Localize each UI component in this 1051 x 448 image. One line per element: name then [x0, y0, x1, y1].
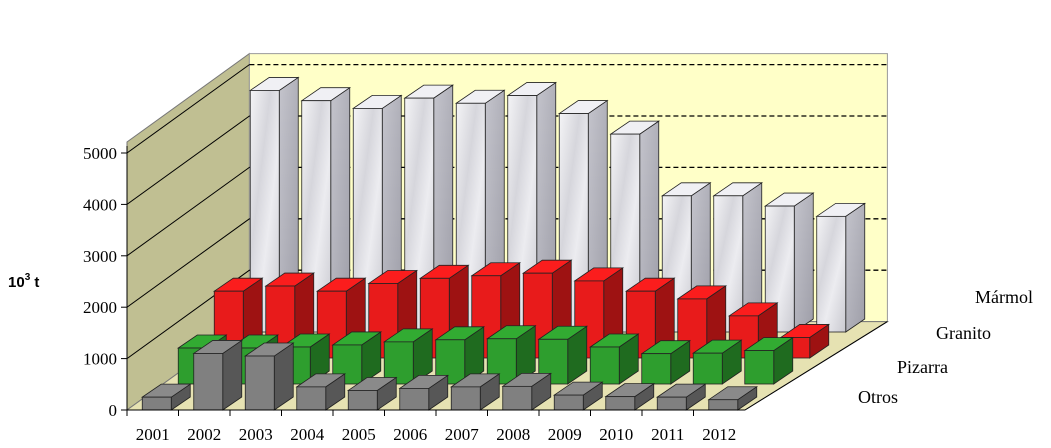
- bar: [537, 325, 589, 385]
- gridline-side: [126, 218, 250, 308]
- x-tick-label: 2003: [239, 425, 273, 444]
- bar: [398, 374, 450, 411]
- bar: [691, 339, 743, 385]
- bar: [382, 328, 434, 385]
- y-tick-label: 3000: [83, 247, 117, 266]
- gridline-side: [126, 115, 250, 205]
- bar-front: [589, 346, 620, 385]
- gridline-side: [126, 64, 250, 154]
- bar: [743, 336, 795, 385]
- x-tick-label: 2008: [496, 425, 530, 444]
- y-tick-label: 5000: [83, 144, 117, 163]
- bar-front: [708, 399, 739, 411]
- bar-front: [744, 350, 775, 385]
- x-axis: 2001 2002 2003 2004 2005 2006 2007 2008 2009 2010…: [126, 409, 745, 444]
- y-tick-label: 4000: [83, 195, 117, 214]
- x-tick-label: 2004: [290, 425, 325, 444]
- bar: [501, 372, 553, 411]
- bar: [552, 381, 604, 411]
- series-label: Otros: [858, 387, 898, 407]
- depth-axis-line: [744, 321, 888, 411]
- bar: [449, 373, 501, 411]
- bar: [588, 333, 640, 385]
- y-axis-title: 103 t: [8, 272, 39, 291]
- bar: [707, 385, 759, 411]
- bar-front: [605, 396, 636, 411]
- gridline-side: [126, 166, 250, 257]
- bar-front: [193, 353, 224, 411]
- bar-side: [845, 202, 866, 333]
- bar-front: [141, 396, 172, 411]
- bar-front: [816, 215, 847, 333]
- series-label: Granito: [936, 323, 991, 343]
- bar: [295, 373, 347, 411]
- bar-front: [502, 385, 533, 411]
- bar: [655, 383, 707, 411]
- bar-front: [656, 396, 687, 411]
- y-axis: 0 1000 2000 3000 4000 5000: [83, 144, 128, 420]
- bar: [640, 339, 692, 385]
- y-tick-label: 1000: [83, 350, 117, 369]
- x-tick-label: 2005: [342, 425, 376, 444]
- x-tick-label: 2011: [651, 425, 684, 444]
- bar-side: [793, 192, 814, 333]
- bar: [243, 342, 295, 411]
- y-tick-label: 0: [109, 401, 118, 420]
- bars: [140, 76, 867, 411]
- bar-front: [450, 386, 481, 411]
- bar: [815, 202, 867, 333]
- bar-front: [244, 355, 275, 411]
- bar: [418, 264, 470, 359]
- bar-front: [553, 394, 584, 411]
- x-tick-label: 2001: [136, 425, 170, 444]
- series-label: Pizarra: [897, 357, 948, 377]
- x-tick-label: 2007: [445, 425, 480, 444]
- bar-front: [692, 352, 723, 385]
- series-label: Mármol: [975, 287, 1033, 307]
- bar: [331, 331, 383, 385]
- bar-front: [399, 388, 430, 411]
- series-labels: Otros Pizarra Granito Mármol: [744, 287, 1033, 411]
- bar: [140, 383, 192, 411]
- x-tick-label: 2002: [187, 425, 221, 444]
- x-tick-label: 2009: [548, 425, 582, 444]
- x-tick-label: 2010: [599, 425, 633, 444]
- bar: [346, 376, 398, 411]
- bar-front: [347, 390, 378, 411]
- bar: [604, 382, 656, 411]
- x-tick-label: 2006: [393, 425, 427, 444]
- bar: [192, 339, 244, 411]
- bar-front: [296, 386, 327, 411]
- bar-front: [383, 341, 414, 385]
- y-tick-label: 2000: [83, 298, 117, 317]
- x-tick-label: 2012: [702, 425, 736, 444]
- bar-front: [641, 353, 672, 385]
